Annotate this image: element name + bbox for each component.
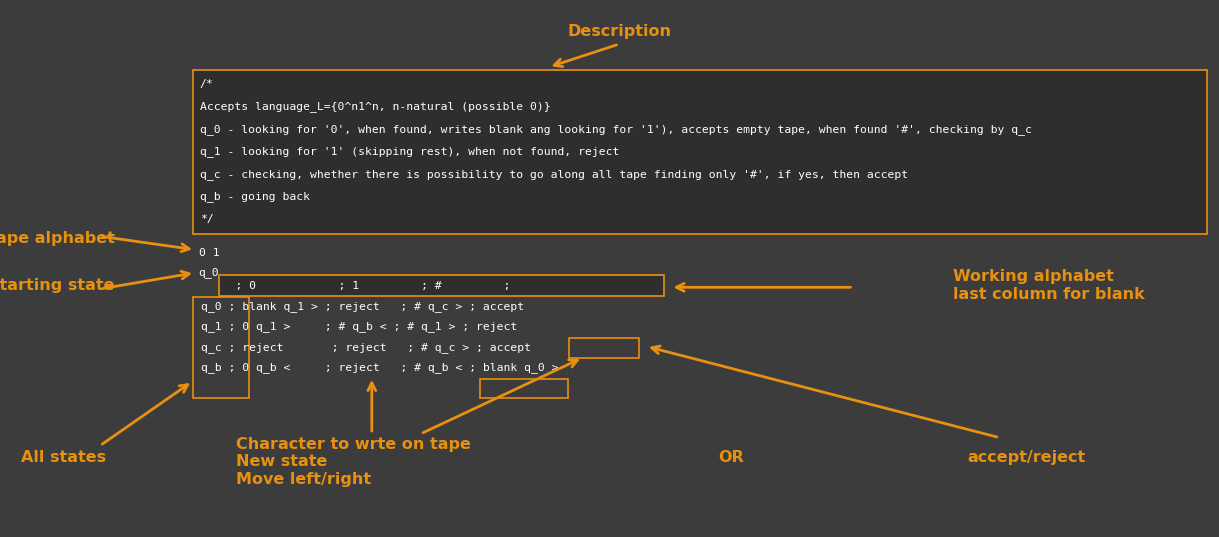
Text: Character to wrte on tape
New state
Move left/right: Character to wrte on tape New state Move… (236, 437, 471, 487)
Text: */: */ (200, 214, 213, 224)
Text: OR: OR (718, 450, 745, 465)
Text: q_0 - looking for '0', when found, writes blank ang looking for '1'), accepts em: q_0 - looking for '0', when found, write… (200, 124, 1031, 135)
Text: q_c ; reject       ; reject   ; # q_c > ; accept: q_c ; reject ; reject ; # q_c > ; accept (201, 342, 531, 353)
Text: ; 0            ; 1         ; #         ;: ; 0 ; 1 ; # ; (201, 281, 511, 291)
Text: Starting state: Starting state (0, 278, 115, 293)
Text: q_b ; 0 q_b <     ; reject   ; # q_b < ; blank q_0 >: q_b ; 0 q_b < ; reject ; # q_b < ; blank… (201, 362, 558, 373)
FancyBboxPatch shape (193, 70, 1207, 234)
Text: All states: All states (21, 450, 106, 465)
FancyBboxPatch shape (219, 275, 664, 296)
Text: accept/reject: accept/reject (967, 450, 1086, 465)
Text: 0 1: 0 1 (199, 249, 219, 258)
Text: Tape alphabet: Tape alphabet (0, 231, 115, 246)
Text: q_b - going back: q_b - going back (200, 191, 310, 202)
Text: q_1 - looking for '1' (skipping rest), when not found, reject: q_1 - looking for '1' (skipping rest), w… (200, 146, 619, 157)
Text: q_0 ; blank q_1 > ; reject   ; # q_c > ; accept: q_0 ; blank q_1 > ; reject ; # q_c > ; a… (201, 301, 524, 312)
Text: q_1 ; 0 q_1 >     ; # q_b < ; # q_1 > ; reject: q_1 ; 0 q_1 > ; # q_b < ; # q_1 > ; reje… (201, 322, 517, 332)
Text: Working alphabet
last column for blank: Working alphabet last column for blank (953, 270, 1145, 302)
Text: /*: /* (200, 79, 213, 89)
Text: q_0: q_0 (199, 267, 219, 278)
Text: q_c - checking, whether there is possibility to go along all tape finding only ': q_c - checking, whether there is possibi… (200, 169, 908, 179)
Text: Description: Description (567, 24, 672, 39)
Text: Accepts language_L={0^n1^n, n-natural (possible 0)}: Accepts language_L={0^n1^n, n-natural (p… (200, 101, 551, 112)
